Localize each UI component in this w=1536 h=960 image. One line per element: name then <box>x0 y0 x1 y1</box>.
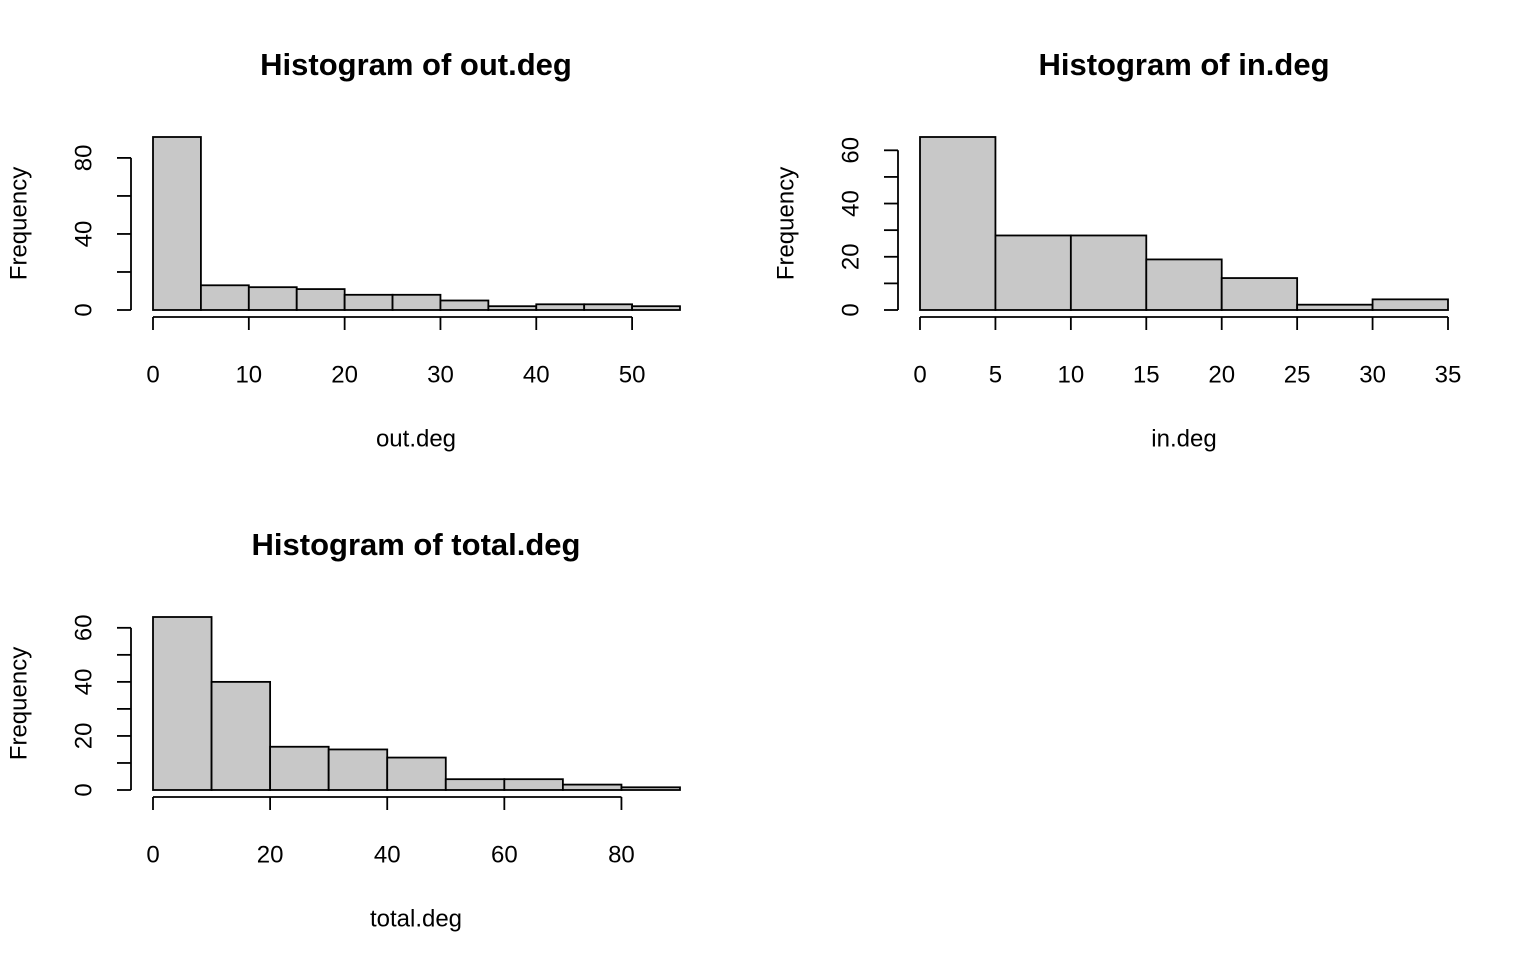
histogram-bar <box>1069 234 1148 311</box>
y-tick-label: 60 <box>70 614 97 641</box>
histogram-bar <box>200 284 250 311</box>
x-axis-label: out.deg <box>376 425 456 452</box>
histogram-bar <box>561 783 623 791</box>
x-tick-label: 20 <box>331 361 358 388</box>
histogram-bar <box>631 305 681 311</box>
histogram-bar <box>1296 303 1374 311</box>
x-tick-label: 40 <box>523 361 550 388</box>
histogram-bar <box>487 305 538 311</box>
histogram-bar <box>152 136 202 311</box>
x-tick-label: 20 <box>1208 361 1235 388</box>
histogram-bar <box>295 288 346 311</box>
x-tick-label: 30 <box>1359 361 1386 388</box>
y-tick-label: 40 <box>837 190 864 217</box>
y-tick-label: 0 <box>70 303 97 316</box>
histogram-bar <box>994 234 1072 311</box>
chart-panel-2: Histogram of in.deg 0 5 10 15 20 25 30 35 in.deg 0… <box>772 47 1461 452</box>
histogram-bar <box>620 786 681 791</box>
histogram-bar <box>210 680 272 791</box>
chart-title: Histogram of total.deg <box>252 527 581 562</box>
histogram-bar <box>269 745 330 791</box>
histogram-bar <box>1220 277 1299 311</box>
histogram-bar <box>444 778 506 791</box>
x-tick-label: 50 <box>619 361 646 388</box>
histogram-bar <box>535 303 586 311</box>
y-tick-label: 40 <box>70 669 97 696</box>
y-tick-label: 20 <box>837 243 864 270</box>
x-tick-label: 15 <box>1133 361 1160 388</box>
x-tick-label: 0 <box>913 361 926 388</box>
x-tick-label: 10 <box>235 361 262 388</box>
chart-panel-1: Histogram of out.deg 0 10 20 30 40 50 out.deg 0 4… <box>5 47 681 452</box>
histogram-bar <box>327 748 389 791</box>
chart-title: Histogram of in.deg <box>1038 47 1329 82</box>
x-tick-label: 30 <box>427 361 454 388</box>
x-tick-label: 40 <box>374 841 401 868</box>
x-tick-label: 35 <box>1435 361 1462 388</box>
x-tick-label: 0 <box>146 361 159 388</box>
histogram-bar <box>247 286 298 311</box>
x-tick-label: 10 <box>1058 361 1085 388</box>
x-tick-label: 25 <box>1284 361 1311 388</box>
y-tick-label: 20 <box>70 723 97 750</box>
x-tick-label: 20 <box>257 841 284 868</box>
histogram-bar <box>1145 258 1223 311</box>
x-tick-label: 80 <box>608 841 635 868</box>
y-axis-label: Frequency <box>5 167 32 280</box>
y-axis-label: Frequency <box>5 647 32 760</box>
histogram-bar <box>583 303 633 311</box>
x-axis-label: in.deg <box>1151 425 1216 452</box>
histogram-bar <box>343 293 394 311</box>
y-tick-label: 60 <box>837 137 864 164</box>
y-tick-label: 0 <box>70 783 97 796</box>
x-tick-label: 0 <box>146 841 159 868</box>
histogram-bar <box>439 299 490 311</box>
histogram-bar <box>386 756 447 791</box>
x-tick-label: 60 <box>491 841 518 868</box>
x-tick-label: 5 <box>989 361 1002 388</box>
chart-panel-3: Histogram of total.deg 0 20 40 60 80 total.deg… <box>5 527 681 932</box>
y-tick-label: 80 <box>70 145 97 172</box>
histogram-bar <box>1371 298 1449 311</box>
histogram-bar <box>919 136 997 311</box>
histogram-bar <box>503 778 564 791</box>
y-tick-label: 0 <box>837 303 864 316</box>
histogram-bar <box>391 293 442 311</box>
chart-title: Histogram of out.deg <box>260 47 572 82</box>
y-tick-label: 40 <box>70 221 97 248</box>
x-axis-label: total.deg <box>370 905 462 932</box>
y-axis-label: Frequency <box>772 167 799 280</box>
histogram-bar <box>152 616 213 791</box>
